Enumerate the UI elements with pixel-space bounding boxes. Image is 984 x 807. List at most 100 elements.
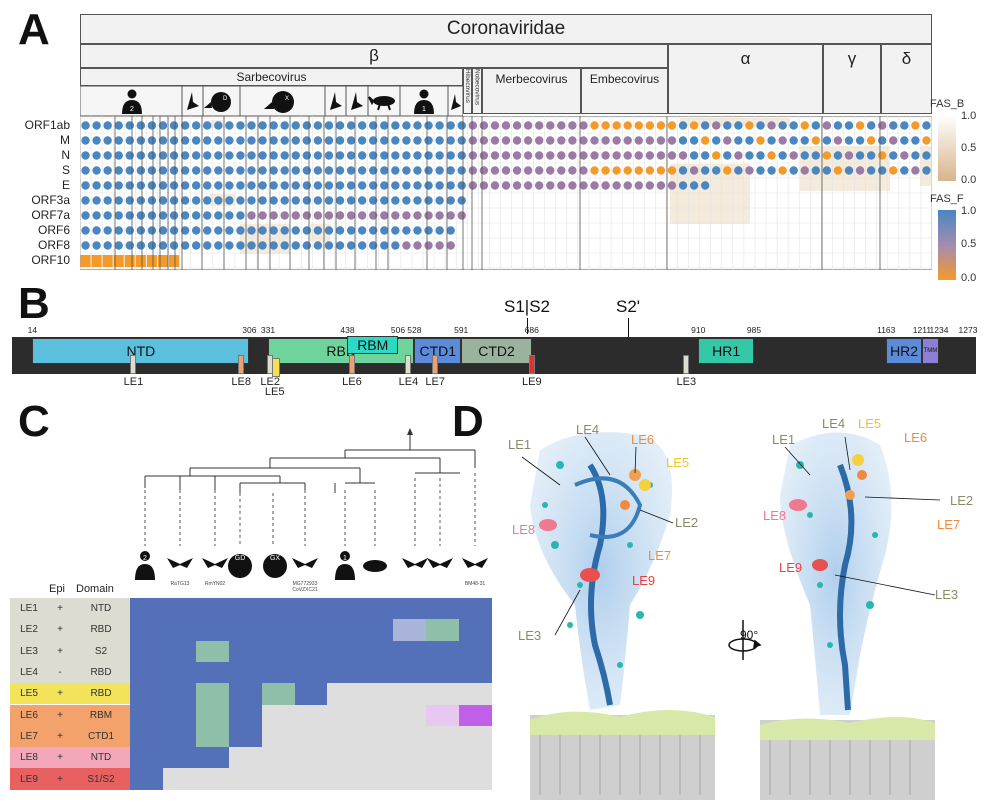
fas-dot [247,226,256,235]
fas-dot [247,151,256,160]
fas-dot [424,136,433,145]
fas-dot [889,121,898,130]
fas-dot [789,121,798,130]
fas-dot [380,166,389,175]
epitope-row-label: LE5 [10,683,48,705]
subgenus-nobecovirus-label: Nobecovirus [473,69,481,106]
conservation-cell [393,747,427,769]
fas-dot [258,136,267,145]
fas-dot [103,181,112,190]
fas-dot [723,121,732,130]
fas-dot [800,166,809,175]
fas-dot [357,241,367,250]
fas-dot [391,241,400,250]
conservation-cell [459,598,493,620]
fas-dot [114,121,123,130]
spike-domain-layer: NTD RBD RBM CTD1 CTD2 HR1 HR2 TMM 14 306 331 438 506… [0,0,984,400]
conservation-cell [393,598,427,620]
fas-dot [380,211,389,220]
subgenus-merbecovirus-label: Merbecovirus [495,72,568,86]
fas-dot [324,166,334,175]
fas-dot [236,121,245,130]
fas-dot [92,211,101,220]
epitope-marker-le3 [683,355,690,374]
fas-dot [81,226,90,235]
orf-label-orf8: ORF8 [37,238,70,252]
fas-dot [435,211,444,220]
fas-dot [667,166,677,175]
fas-dot [313,226,323,235]
fas-dot [413,211,422,220]
fas-dot [700,166,710,175]
panel-letter-d: D [452,397,484,446]
fas-dot [357,151,367,160]
fas-dot [811,136,821,145]
fas-dot [203,241,212,250]
epitope-row-domain: CTD1 [72,725,130,748]
fas-dot [346,181,356,190]
fas-dot [678,166,688,175]
fas-dot [457,136,466,145]
legend-fasb-gradient [938,115,956,181]
conservation-cell [360,747,394,769]
fas-dot [800,151,809,160]
fas-dot [103,211,112,220]
fas-dot [789,166,798,175]
bat-icon [462,558,488,568]
fas-dot [855,121,865,130]
fas-dot [656,151,666,160]
fas-dot [402,181,411,190]
conservation-cell [162,619,197,642]
species-label: MG772933 CoVZXC21 [292,581,318,593]
fas-dot [546,181,555,190]
fas-dot [380,241,389,250]
pangolin-icon [228,554,252,578]
conservation-cell [459,725,493,748]
fas-dot [369,196,378,205]
conservation-cell [294,704,328,727]
fas-dot [380,226,389,235]
fas-dot [634,136,643,145]
fas-dot [756,136,765,145]
fas-dot [313,241,323,250]
conservation-cell [228,640,263,663]
conservation-cell [195,661,230,684]
fas-dot [645,151,655,160]
fas-dot [291,226,300,235]
fas-dot [667,181,677,190]
fas-dot [92,166,101,175]
conservation-cell [130,747,164,769]
fas-dot [280,211,289,220]
fas-dot [800,121,809,130]
fas-dot [634,121,643,130]
domain-ntd: NTD [32,338,250,364]
fas-dot [689,181,699,190]
fas-dot [756,121,765,130]
fas-dot [402,121,411,130]
fas-dot [590,151,599,160]
fas-cell [113,255,124,267]
fas-dot [734,136,743,145]
conservation-cell [426,725,460,748]
fas-dot [335,181,345,190]
fas-dot [136,136,146,145]
fas-dot [158,196,168,205]
residue-position: 14 [27,325,38,335]
panel-letter-c: C [18,397,50,446]
epitope-label-le8: LE8 [231,376,252,388]
conservation-cell [360,598,394,620]
fasb-background [680,118,790,126]
conservation-cell [130,704,164,727]
fas-dot [324,151,334,160]
fas-dot [778,151,787,160]
fas-dot [324,226,334,235]
conservation-cell [360,704,394,727]
epitope-row-domain: RBD [72,661,130,684]
fas-dot [413,121,422,130]
fas-dot [103,166,112,175]
conservation-cell [130,619,164,642]
fas-dot [236,166,245,175]
fas-dot [191,226,201,235]
conservation-cell [459,704,493,727]
fas-dot [247,181,256,190]
